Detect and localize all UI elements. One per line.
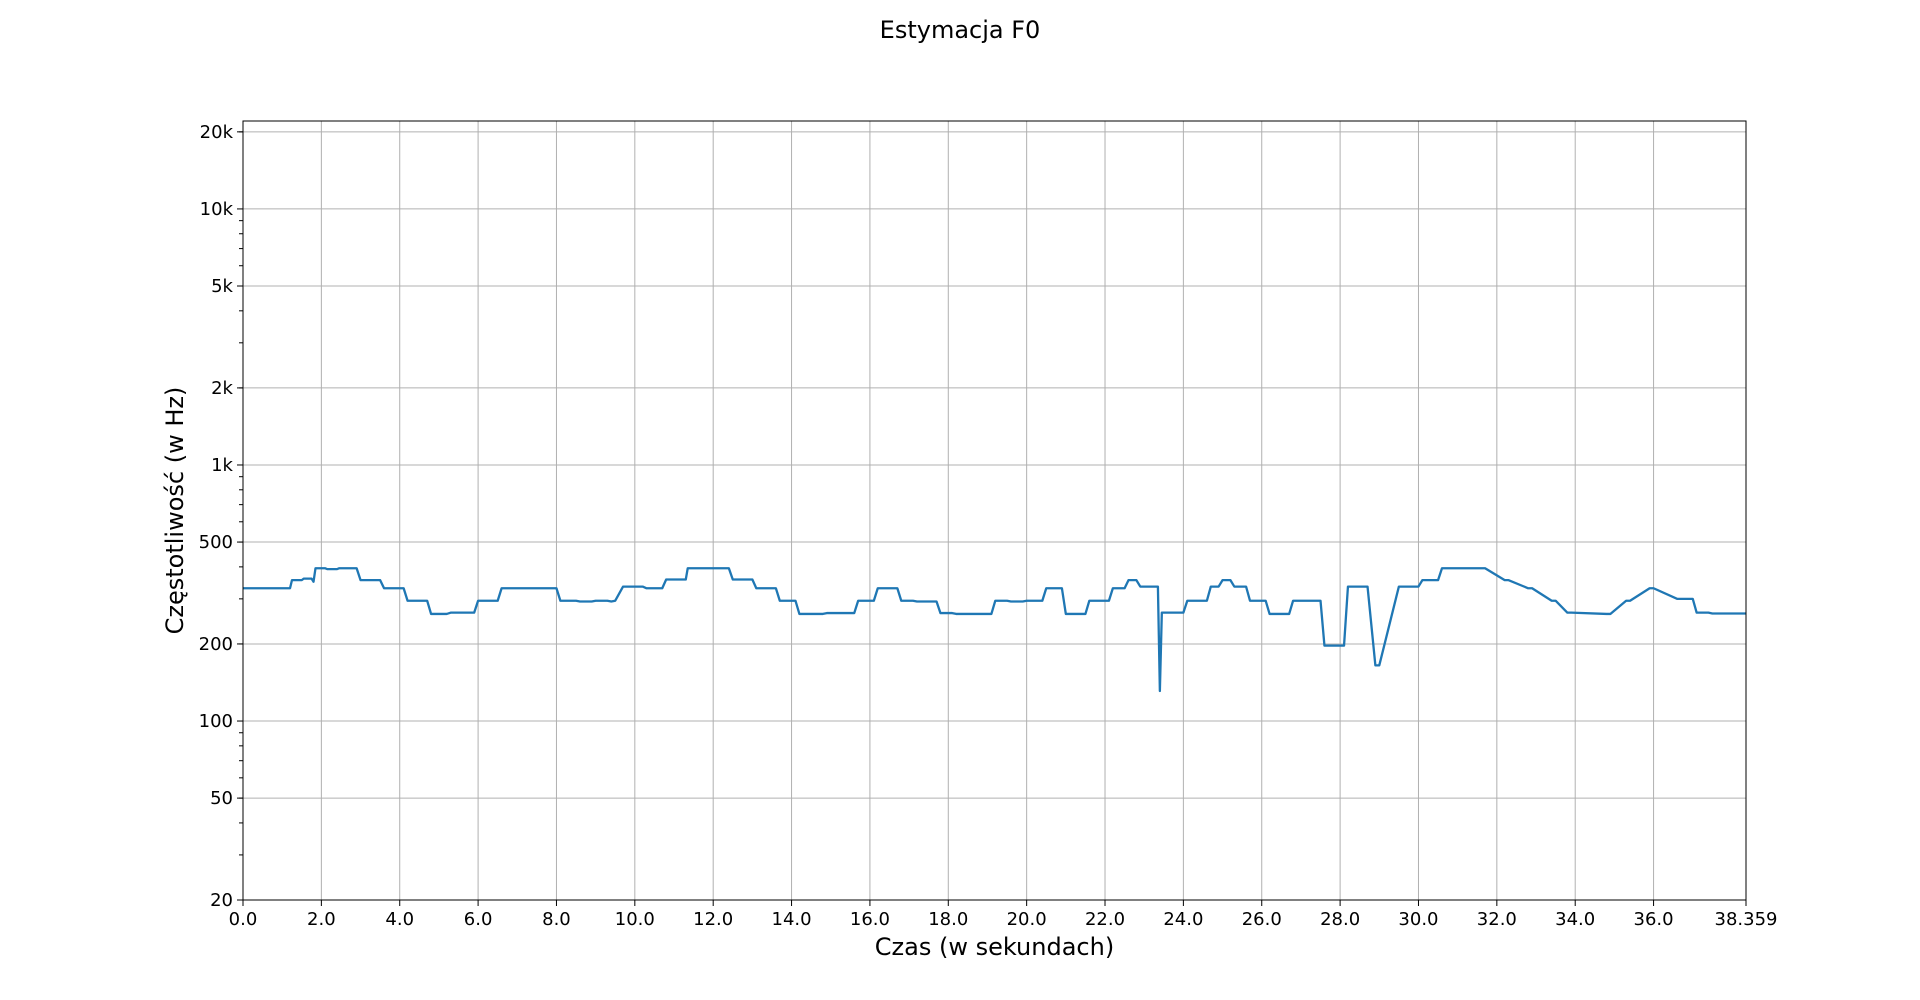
x-tick-label: 30.0 [1398,909,1438,930]
x-tick-label: 22.0 [1085,909,1125,930]
x-tick-label: 2.0 [307,909,336,930]
y-tick-label: 5k [211,276,233,297]
y-tick-label: 20 [210,890,233,911]
x-tick-label: 0.0 [229,909,258,930]
y-tick-label: 1k [211,455,233,476]
x-tick-label: 32.0 [1477,909,1517,930]
y-tick-label: 200 [199,634,233,655]
x-tick-label: 4.0 [385,909,414,930]
x-tick-label: 16.0 [850,909,890,930]
x-tick-label: 10.0 [615,909,655,930]
x-tick-label: 20.0 [1007,909,1047,930]
x-tick-label: 8.0 [542,909,571,930]
x-tick-label: 6.0 [464,909,493,930]
y-tick-label: 50 [210,788,233,809]
chart-title: Estymacja F0 [879,16,1041,44]
y-tick-label: 20k [200,122,234,143]
x-tick-label: 24.0 [1163,909,1203,930]
y-tick-label: 500 [199,532,233,553]
x-tick-label: 12.0 [693,909,733,930]
x-axis-label: Czas (w sekundach) [875,933,1114,961]
y-tick-label: 2k [211,378,233,399]
x-tick-label: 18.0 [928,909,968,930]
y-tick-label: 10k [200,199,234,220]
x-tick-label: 14.0 [772,909,812,930]
x-tick-label: 28.0 [1320,909,1360,930]
x-tick-label: 38.359 [1715,909,1778,930]
f0-series-line [243,567,1746,693]
x-tick-label: 26.0 [1242,909,1282,930]
y-tick-label: 100 [199,711,233,732]
x-tick-label: 36.0 [1634,909,1674,930]
x-tick-label: 34.0 [1555,909,1595,930]
plot-frame [242,120,1747,901]
y-axis-label: Częstotliwość (w Hz) [161,387,189,635]
